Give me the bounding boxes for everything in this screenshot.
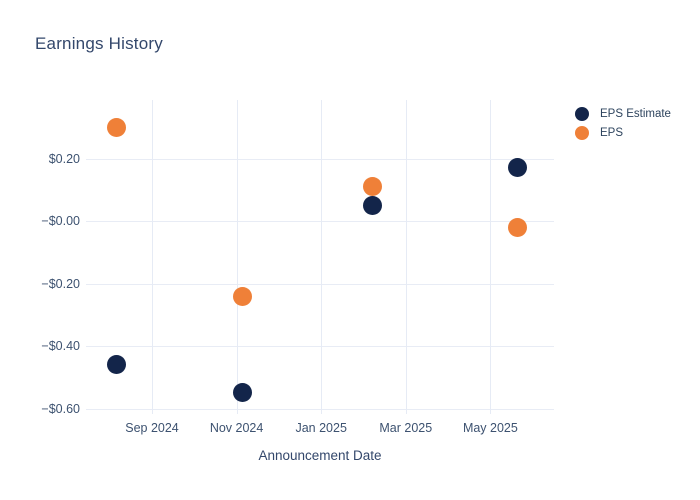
y-gridline — [86, 283, 554, 285]
y-gridline — [86, 221, 554, 222]
y-gridline — [86, 408, 554, 410]
eps-estimate-marker-icon — [575, 106, 589, 121]
y-gridline — [86, 346, 554, 347]
data-point-eps[interactable] — [106, 117, 126, 137]
legend-item-label: EPS Estimate — [600, 107, 671, 120]
data-point-eps[interactable] — [233, 286, 253, 306]
y-tick-label: −$0.20 — [41, 276, 80, 291]
data-point-eps[interactable] — [508, 217, 528, 237]
x-axis-title: Announcement Date — [258, 448, 382, 463]
data-point-eps[interactable] — [363, 177, 383, 197]
x-gridline — [152, 100, 153, 414]
x-tick-label: Nov 2024 — [209, 421, 264, 435]
x-tick-label: Mar 2025 — [379, 421, 433, 435]
chart-title: Earnings History — [35, 34, 163, 53]
data-point-eps-estimate[interactable] — [363, 195, 383, 215]
legend-item-label: EPS — [600, 126, 624, 139]
legend: EPS Estimate EPS — [575, 104, 671, 142]
y-tick-label: −$0.40 — [41, 339, 80, 353]
x-gridline — [321, 100, 323, 414]
data-point-eps-estimate[interactable] — [233, 383, 253, 403]
data-point-eps-estimate[interactable] — [508, 158, 528, 178]
x-tick-label: Sep 2024 — [125, 421, 179, 435]
x-gridline — [490, 100, 492, 414]
y-tick-label: $0.20 — [48, 151, 80, 166]
x-gridline — [236, 100, 238, 414]
x-tick-label: May 2025 — [462, 421, 518, 435]
x-tick-label: Jan 2025 — [295, 421, 347, 435]
eps-marker-icon — [575, 125, 589, 140]
legend-item-eps[interactable]: EPS — [575, 123, 671, 142]
x-gridline — [405, 100, 407, 414]
legend-item-eps-estimate[interactable]: EPS Estimate — [575, 104, 671, 123]
y-gridline — [86, 158, 554, 160]
y-tick-label: −$0.00 — [41, 214, 80, 228]
data-point-eps-estimate[interactable] — [106, 355, 126, 375]
y-tick-label: −$0.60 — [41, 401, 80, 416]
